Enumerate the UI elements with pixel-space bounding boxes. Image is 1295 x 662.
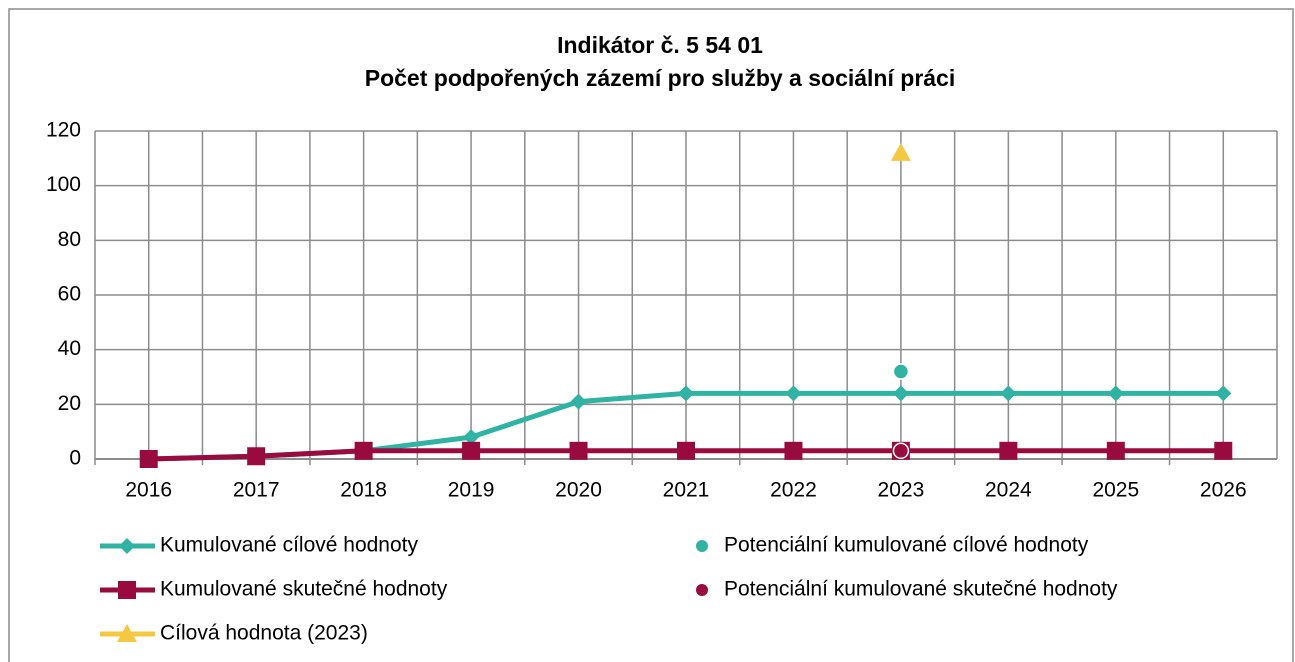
square-marker [569,441,588,460]
square-marker [139,450,158,468]
legend-marker [696,540,708,552]
x-tick-label: 2024 [985,479,1032,502]
square-marker [677,441,695,460]
square-marker [1214,441,1233,460]
x-tick-label: 2016 [125,479,172,502]
legend-label: Cílová hodnota (2023) [160,622,368,645]
diamond-marker [1000,385,1017,402]
diamond-marker [1107,385,1124,402]
x-tick-label: 2021 [663,479,710,502]
triangle-marker [890,142,911,161]
circle-marker [892,363,910,380]
legend-marker [118,581,136,599]
y-tick-label: 120 [46,119,81,142]
y-tick-label: 0 [69,447,81,470]
chart-title: Indikátor č. 5 54 01 [557,32,763,58]
x-tick-label: 2026 [1200,479,1247,502]
x-tick-label: 2020 [555,479,602,502]
legend-marker [119,538,135,554]
diamond-marker [570,393,587,410]
y-tick-label: 40 [58,337,81,360]
y-tick-label: 80 [58,228,81,251]
diamond-marker [892,385,909,402]
legend-label: Kumulované skutečné hodnoty [160,578,448,601]
y-tick-label: 100 [46,173,81,196]
diamond-marker [1215,385,1232,402]
y-tick-label: 60 [58,283,81,306]
x-tick-label: 2022 [770,479,817,502]
x-tick-label: 2018 [340,479,387,502]
legend-label: Kumulované cílové hodnoty [160,534,418,557]
legend-marker [696,584,708,596]
diamond-marker [463,429,480,446]
x-tick-label: 2017 [233,479,280,502]
square-marker [999,441,1018,460]
chart-frame [8,8,1294,662]
square-marker [354,441,373,460]
x-tick-label: 2025 [1092,479,1139,502]
legend-marker [117,624,137,642]
legend-label: Potenciální kumulované skutečné hodnoty [724,578,1118,601]
square-marker [784,441,803,460]
diamond-marker [785,385,802,402]
square-marker [462,441,481,460]
chart-subtitle: Počet podpořených zázemí pro služby a so… [365,65,956,91]
square-marker [1106,441,1125,460]
diamond-marker [678,385,694,402]
square-marker [247,447,266,466]
y-tick-label: 20 [58,392,81,415]
circle-marker [892,442,910,460]
legend-label: Potenciální kumulované cílové hodnoty [724,534,1089,557]
x-tick-label: 2023 [878,479,925,502]
x-tick-label: 2019 [448,479,495,502]
